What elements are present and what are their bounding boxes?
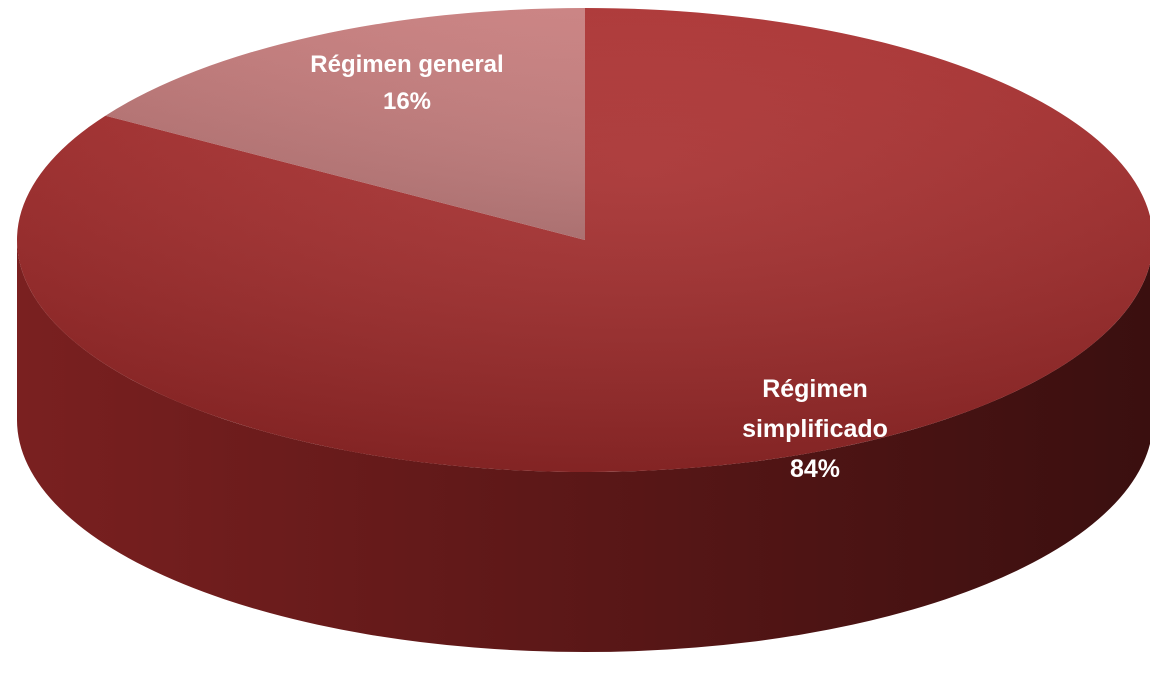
pie-label-layer: Régimen general 16% Régimen simplificado 84% bbox=[310, 51, 888, 483]
slice-name-label: Régimen general bbox=[310, 51, 503, 78]
slice-label-regimen-simplificado: Régimen simplificado 84% bbox=[742, 375, 888, 483]
pie-side-layer bbox=[17, 240, 1150, 652]
pie-side-wall bbox=[17, 240, 1150, 652]
slice-name-label: simplificado bbox=[742, 415, 888, 443]
slice-name-label: Régimen bbox=[762, 375, 868, 403]
slice-percent-label: 84% bbox=[790, 455, 840, 483]
slice-percent-label: 16% bbox=[383, 88, 431, 115]
slice-label-regimen-general: Régimen general 16% bbox=[310, 51, 503, 115]
pie-top-layer bbox=[17, 8, 1150, 472]
pie-top-sheen bbox=[17, 8, 1150, 472]
